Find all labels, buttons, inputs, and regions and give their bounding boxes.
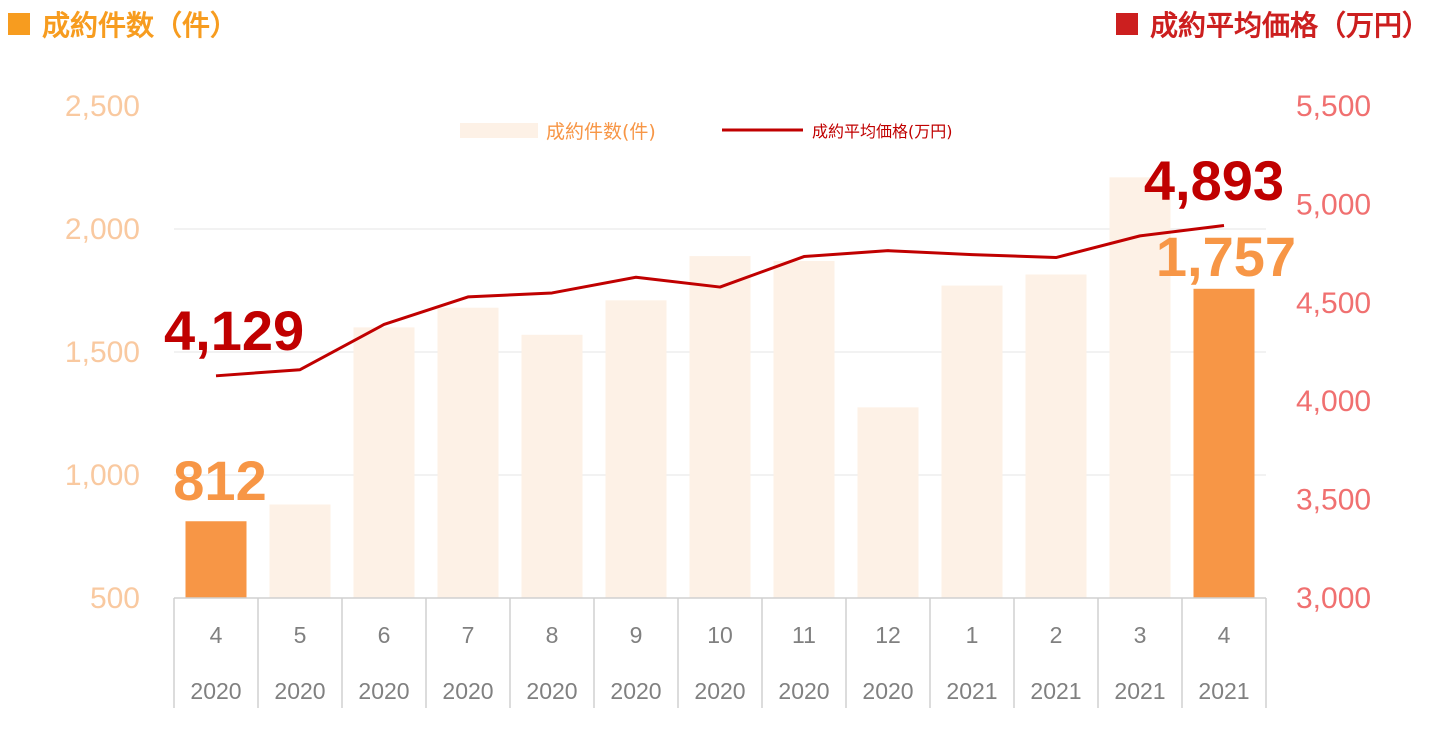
month-label: 10 [707, 622, 733, 648]
month-label: 3 [1134, 622, 1147, 648]
year-label: 2020 [358, 678, 409, 704]
left-tick-label: 2,000 [65, 213, 140, 246]
left-axis-title-text: 成約件数（件） [42, 9, 239, 42]
year-label: 2020 [694, 678, 745, 704]
right-tick-label: 3,000 [1296, 582, 1371, 615]
month-label: 12 [875, 622, 901, 648]
bar [521, 334, 583, 598]
year-label: 2020 [526, 678, 577, 704]
bar [773, 260, 835, 598]
left-tick-label: 1,500 [65, 336, 140, 369]
data-annotations: 812 1,757 4,129 4,893 [164, 149, 1296, 512]
right-tick-label: 5,000 [1296, 188, 1371, 221]
right-axis-ticks: 5,500 5,000 4,500 4,000 3,500 3,000 [1296, 90, 1371, 615]
month-label: 8 [546, 622, 559, 648]
right-tick-label: 4,500 [1296, 287, 1371, 320]
bar [185, 521, 247, 598]
right-axis-title: 成約平均価格（万円） [1115, 4, 1430, 44]
bar-first-value-label: 812 [173, 449, 266, 512]
left-tick-label: 500 [90, 582, 140, 615]
right-tick-label: 3,500 [1296, 484, 1371, 517]
legend: 成約件数(件) 成約平均価格(万円) [460, 121, 953, 143]
bar [269, 504, 331, 598]
bar [605, 300, 667, 598]
year-label: 2020 [274, 678, 325, 704]
left-tick-label: 1,000 [65, 459, 140, 492]
month-label: 11 [792, 622, 816, 648]
right-tick-label: 5,500 [1296, 90, 1371, 123]
line-last-value-label: 4,893 [1144, 149, 1284, 212]
legend-bar-label: 成約件数(件) [546, 121, 656, 143]
right-tick-label: 4,000 [1296, 385, 1371, 418]
bar [941, 285, 1003, 598]
legend-bar-swatch [460, 123, 538, 138]
left-tick-label: 2,500 [65, 90, 140, 123]
year-label: 2020 [610, 678, 661, 704]
left-title-square-icon [8, 13, 30, 35]
bar [353, 327, 415, 598]
month-label: 4 [210, 622, 223, 648]
month-label: 4 [1218, 622, 1231, 648]
year-label: 2021 [1030, 678, 1081, 704]
bar [1025, 274, 1087, 598]
left-axis-ticks: 2,500 2,000 1,500 1,000 500 [65, 90, 140, 615]
right-axis-title-text: 成約平均価格（万円） [1149, 9, 1430, 42]
price-line [215, 223, 1225, 378]
category-axis: 4 2020 5 2020 6 2020 7 2020 8 2020 9 2020 10 2020 11 20… [173, 597, 1267, 708]
legend-line-label: 成約平均価格(万円) [812, 122, 953, 141]
line-first-value-label: 4,129 [164, 299, 304, 362]
year-label: 2021 [946, 678, 997, 704]
bar [1193, 288, 1255, 598]
bar [437, 307, 499, 598]
bar-series [185, 177, 1255, 598]
month-label: 2 [1050, 622, 1063, 648]
bar [857, 407, 919, 598]
month-label: 7 [462, 622, 475, 648]
year-label: 2021 [1198, 678, 1249, 704]
right-title-square-icon [1115, 13, 1138, 35]
year-label: 2020 [442, 678, 493, 704]
year-label: 2020 [862, 678, 913, 704]
month-label: 9 [630, 622, 643, 648]
bar-last-value-label: 1,757 [1156, 225, 1296, 288]
month-label: 5 [294, 622, 307, 648]
year-label: 2021 [1114, 678, 1165, 704]
left-axis-title: 成約件数（件） [8, 4, 238, 44]
month-label: 1 [966, 622, 979, 648]
bar [689, 256, 751, 598]
year-label: 2020 [778, 678, 829, 704]
line-series [215, 223, 1225, 378]
month-label: 6 [378, 622, 391, 648]
bar [1109, 177, 1171, 598]
year-label: 2020 [190, 678, 241, 704]
